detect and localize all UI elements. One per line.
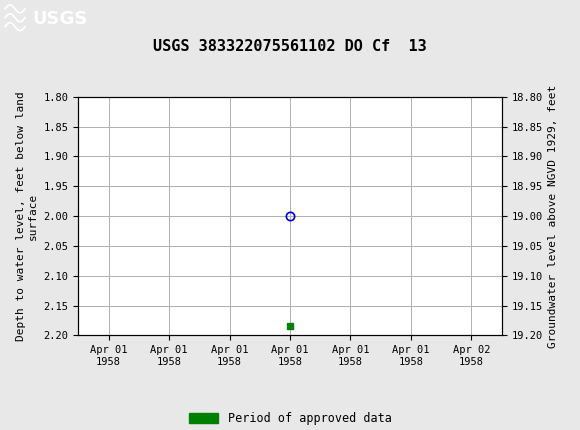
Text: USGS: USGS bbox=[32, 10, 88, 28]
Y-axis label: Depth to water level, feet below land
surface: Depth to water level, feet below land su… bbox=[16, 91, 38, 341]
Legend: Period of approved data: Period of approved data bbox=[184, 407, 396, 430]
Text: USGS 383322075561102 DO Cf  13: USGS 383322075561102 DO Cf 13 bbox=[153, 39, 427, 54]
Y-axis label: Groundwater level above NGVD 1929, feet: Groundwater level above NGVD 1929, feet bbox=[548, 84, 558, 348]
